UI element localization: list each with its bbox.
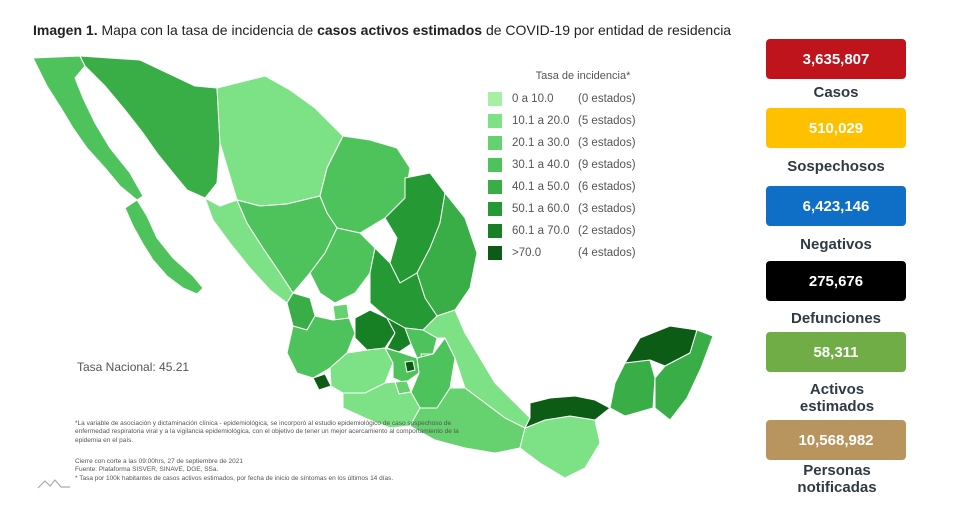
legend-count: (0 estados) [578,93,636,105]
legend-row: 60.1 a 70.0 (2 estados) [488,220,658,242]
legend-swatch [488,114,502,128]
legend-range: 40.1 a 50.0 [512,181,570,193]
legend-title: Tasa de incidencia* [535,70,631,82]
legend-count: (3 estados) [578,137,636,149]
legend-count: (9 estados) [578,159,636,171]
legend-swatch [488,180,502,194]
legend-range: 0 a 10.0 [512,93,554,105]
legend-row: 50.1 a 60.0 (3 estados) [488,198,658,220]
stat-negativos-label: Negativos [800,236,872,253]
legend-range: 50.1 a 60.0 [512,203,570,215]
footnote-sources: Cierre con corte a las 09:00hrs, 27 de s… [75,458,495,483]
legend-count: (2 estados) [578,225,636,237]
figure-title-prefix: Imagen 1. [33,22,98,38]
legend-swatch [488,136,502,150]
legend-swatch [488,202,502,216]
legend-row: 20.1 a 30.0 (3 estados) [488,132,658,154]
state-estado-de-mexico [384,347,420,384]
legend-range: >70.0 [512,247,542,259]
stat-casos-value: 3,635,807 [766,39,906,79]
legend-count: (3 estados) [578,203,636,215]
state-zacatecas [309,227,376,304]
stat-negativos-value: 6,423,146 [766,186,906,226]
legend-count: (4 estados) [578,247,636,259]
figure-title-part2: de COVID-19 por entidad de residencia [482,22,732,38]
state-baja-california [32,55,144,201]
legend-swatch [488,224,502,238]
footnote-tasa: * Tasa por 100k habitantes de casos acti… [75,474,394,482]
figure-title-bold: casos activos estimados [317,22,483,38]
legend-row: 0 a 10.0 (0 estados) [488,88,658,110]
state-coahuila [319,135,411,234]
tasa-nacional: Tasa Nacional: 45.21 [77,360,190,374]
map-legend: Tasa de incidencia* 0 a 10.0 (0 estados)… [488,70,658,264]
logo-icon [37,479,70,489]
legend-range: 20.1 a 30.0 [512,137,570,149]
state-guanajuato [354,309,396,351]
legend-swatch [488,246,502,260]
stat-sospechosos-value: 510,029 [766,108,906,148]
stat-personas-value: 10,568,982 [766,420,906,460]
state-tabasco [524,395,611,429]
state-michoacan [329,347,394,394]
state-jalisco [286,315,356,379]
footnote-fuente: Fuente: Plataforma SISVER, SINAVE, DGE, … [75,466,219,474]
state-baja-california-sur [124,199,204,295]
state-quintana-roo [654,329,714,421]
legend-swatch [488,158,502,172]
mexico-map [25,48,745,488]
figure-title: Imagen 1. Mapa con la tasa de incidencia… [33,22,731,38]
legend-count: (6 estados) [578,181,636,193]
legend-range: 30.1 a 40.0 [512,159,570,171]
stat-sospechosos-label: Sospechosos [787,158,885,175]
mexico-map-svg [32,55,714,479]
state-aguascalientes [332,303,350,321]
legend-swatch [488,92,502,106]
legend-range: 10.1 a 20.0 [512,115,570,127]
state-sonora [79,55,221,199]
legend-range: 60.1 a 70.0 [512,225,570,237]
legend-row: >70.0 (4 estados) [488,242,658,264]
legend-row: 30.1 a 40.0 (9 estados) [488,154,658,176]
state-cdmx [404,360,416,373]
figure-title-part1: Mapa con la tasa de incidencia de [97,22,318,38]
footnote-cierre: Cierre con corte a las 09:00hrs, 27 de s… [75,458,244,465]
legend-count: (5 estados) [578,115,636,127]
stat-defunciones-label: Defunciones [790,310,881,327]
stat-defunciones-value: 275,676 [766,261,906,301]
legend-row: 10.1 a 20.0 (5 estados) [488,110,658,132]
stat-activos-value: 58,311 [766,332,906,372]
stat-personas-label: Personas notificadas [797,462,877,496]
stat-activos-label: Activos estimados [799,381,875,415]
stat-casos-label: Casos [813,84,859,101]
footnote-variable: *La variable de asociación y dictaminaci… [75,420,459,444]
state-campeche [609,359,656,417]
state-guerrero [342,381,421,429]
legend-row: 40.1 a 50.0 (6 estados) [488,176,658,198]
